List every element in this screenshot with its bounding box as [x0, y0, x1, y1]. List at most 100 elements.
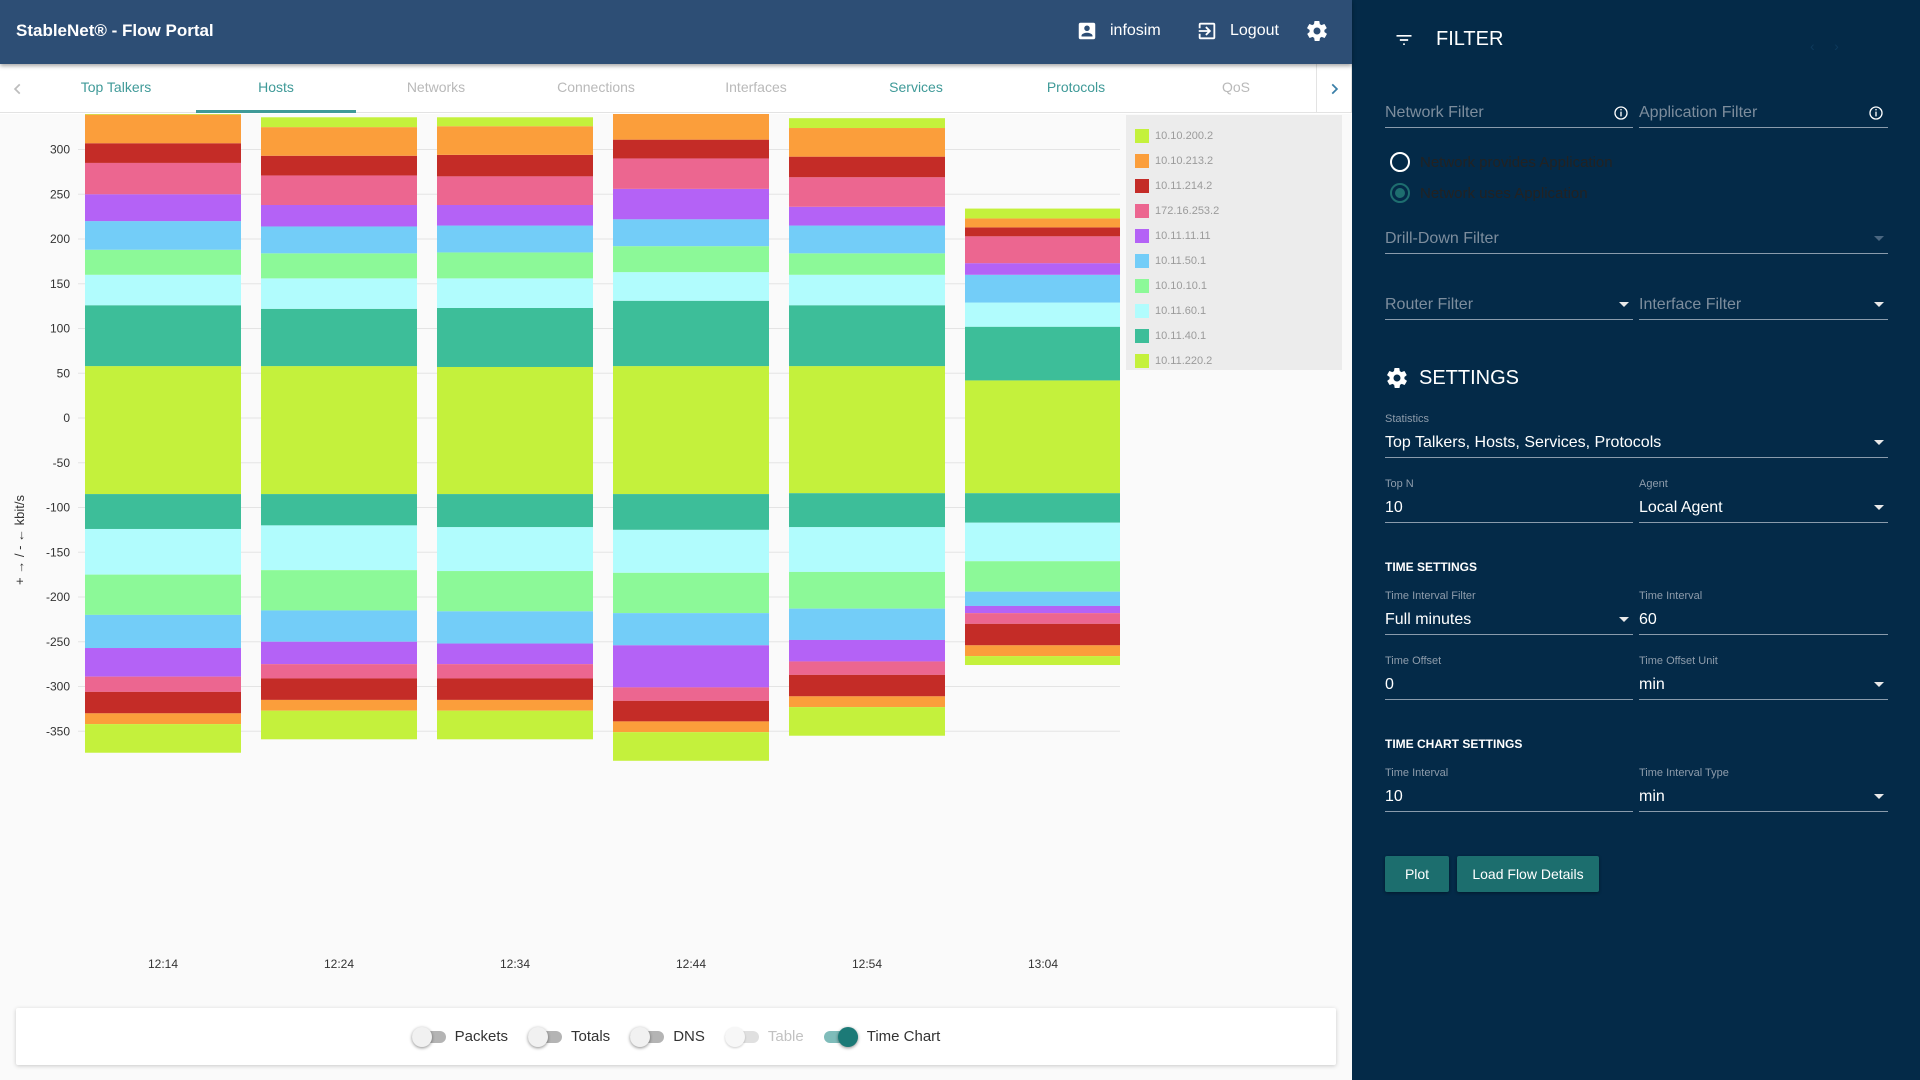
toggle-totals[interactable]: Totals	[528, 1026, 610, 1047]
bar-segment-outbound[interactable]	[789, 206, 945, 226]
bar-segment-inbound[interactable]	[613, 572, 769, 614]
bar-segment-inbound[interactable]	[437, 527, 593, 572]
legend-item[interactable]: 10.11.214.2	[1135, 173, 1342, 198]
bar-segment-outbound[interactable]	[437, 154, 593, 177]
bar-segment-inbound[interactable]	[613, 494, 769, 530]
bar-segment-outbound[interactable]	[789, 225, 945, 254]
bar-segment-inbound[interactable]	[437, 494, 593, 528]
bar-segment-inbound[interactable]	[85, 691, 241, 714]
bar-segment-inbound[interactable]	[613, 529, 769, 573]
bar-segment-inbound[interactable]	[261, 494, 417, 526]
bar-segment-outbound[interactable]	[965, 236, 1120, 264]
bar-segment-outbound[interactable]	[789, 366, 945, 418]
bar-segment-inbound[interactable]	[613, 700, 769, 722]
legend-item[interactable]: 10.11.40.1	[1135, 323, 1342, 348]
bar-segment-outbound[interactable]	[613, 219, 769, 247]
bar-segment-inbound[interactable]	[613, 645, 769, 688]
legend-item[interactable]: 10.10.10.1	[1135, 273, 1342, 298]
bar-segment-outbound[interactable]	[85, 162, 241, 195]
router-filter-select[interactable]: Router Filter	[1385, 276, 1633, 320]
bar-segment-outbound[interactable]	[437, 117, 593, 127]
bar-segment-inbound[interactable]	[789, 639, 945, 662]
bar-segment-inbound[interactable]	[789, 661, 945, 675]
legend-item[interactable]: 10.11.50.1	[1135, 248, 1342, 273]
bar-segment-outbound[interactable]	[789, 274, 945, 306]
bar-segment-inbound[interactable]	[965, 613, 1120, 624]
legend-item[interactable]: 10.10.213.2	[1135, 148, 1342, 173]
bar-segment-outbound[interactable]	[965, 263, 1120, 275]
bar-segment-outbound[interactable]	[965, 326, 1120, 381]
tab-interfaces[interactable]: Interfaces	[725, 79, 787, 95]
bar-segment-inbound[interactable]	[437, 611, 593, 644]
legend-item[interactable]: 10.11.220.2	[1135, 348, 1342, 373]
logout-button[interactable]: Logout	[1196, 0, 1279, 62]
bar-segment-inbound[interactable]	[789, 418, 945, 494]
toggle-dns[interactable]: DNS	[630, 1026, 705, 1047]
bar-segment-outbound[interactable]	[437, 126, 593, 155]
bar-segment-inbound[interactable]	[85, 418, 241, 495]
legend-item[interactable]: 10.10.200.2	[1135, 123, 1342, 148]
bar-segment-inbound[interactable]	[613, 721, 769, 733]
settings-button[interactable]	[1305, 0, 1341, 62]
tab-connections[interactable]: Connections	[557, 79, 635, 95]
bar-segment-inbound[interactable]	[965, 645, 1120, 657]
info-icon[interactable]	[1613, 105, 1629, 121]
bar-segment-outbound[interactable]	[789, 177, 945, 207]
chart-time-interval-type-select[interactable]: Time Interval Type min	[1639, 767, 1888, 812]
bar-segment-inbound[interactable]	[261, 710, 417, 740]
bar-segment-outbound[interactable]	[437, 278, 593, 308]
top-n-field[interactable]: Top N 10	[1385, 478, 1633, 523]
bar-segment-outbound[interactable]	[789, 253, 945, 275]
bar-segment-inbound[interactable]	[85, 528, 241, 575]
bar-segment-outbound[interactable]	[261, 253, 417, 279]
bar-segment-inbound[interactable]	[965, 591, 1120, 606]
radio-network-uses-application[interactable]: Network uses Application	[1390, 183, 1588, 203]
bar-segment-inbound[interactable]	[437, 699, 593, 711]
bar-segment-outbound[interactable]	[613, 114, 769, 140]
network-filter-field[interactable]: Network Filter	[1385, 84, 1633, 128]
bar-segment-outbound[interactable]	[85, 249, 241, 275]
bar-segment-outbound[interactable]	[613, 246, 769, 273]
bar-segment-outbound[interactable]	[85, 221, 241, 250]
bar-segment-outbound[interactable]	[261, 155, 417, 176]
bar-segment-inbound[interactable]	[789, 493, 945, 528]
bar-segment-outbound[interactable]	[85, 274, 241, 306]
bar-segment-outbound[interactable]	[261, 127, 417, 156]
bar-segment-inbound[interactable]	[789, 608, 945, 640]
agent-select[interactable]: Agent Local Agent	[1639, 478, 1888, 523]
tab-networks[interactable]: Networks	[406, 79, 466, 95]
tab-top-talkers[interactable]: Top Talkers	[80, 79, 152, 95]
bar-segment-inbound[interactable]	[261, 525, 417, 571]
bar-segment-outbound[interactable]	[261, 117, 417, 128]
bar-segment-inbound[interactable]	[261, 570, 417, 611]
tab-protocols[interactable]: Protocols	[1046, 79, 1106, 95]
time-interval-field[interactable]: Time Interval 60	[1639, 590, 1888, 635]
bar-segment-inbound[interactable]	[789, 571, 945, 609]
bar-segment-outbound[interactable]	[613, 188, 769, 220]
plot-button[interactable]: Plot	[1385, 856, 1449, 892]
time-offset-field[interactable]: Time Offset 0	[1385, 655, 1633, 700]
bar-segment-outbound[interactable]	[85, 194, 241, 222]
bar-segment-outbound[interactable]	[613, 139, 769, 159]
bar-segment-outbound[interactable]	[437, 225, 593, 253]
bar-segment-outbound[interactable]	[261, 226, 417, 254]
toggle-time-chart[interactable]: Time Chart	[823, 1026, 940, 1047]
tabs-scroll-left-button[interactable]	[0, 64, 36, 113]
bar-segment-inbound[interactable]	[965, 418, 1120, 494]
bar-segment-outbound[interactable]	[613, 272, 769, 301]
tabs-scroll-right-button[interactable]	[1316, 64, 1352, 113]
bar-segment-inbound[interactable]	[261, 678, 417, 700]
load-flow-details-button[interactable]: Load Flow Details	[1457, 856, 1599, 892]
bar-segment-outbound[interactable]	[613, 366, 769, 418]
bar-segment-outbound[interactable]	[789, 156, 945, 178]
bar-segment-inbound[interactable]	[613, 687, 769, 701]
bar-segment-inbound[interactable]	[261, 641, 417, 665]
application-filter-field[interactable]: Application Filter	[1639, 84, 1888, 128]
bar-segment-inbound[interactable]	[85, 494, 241, 529]
tab-hosts[interactable]: Hosts	[196, 64, 356, 113]
bar-segment-outbound[interactable]	[261, 278, 417, 309]
bar-segment-inbound[interactable]	[261, 610, 417, 642]
bar-segment-outbound[interactable]	[965, 218, 1120, 228]
bar-segment-outbound[interactable]	[85, 305, 241, 367]
radio-network-provides-application[interactable]: Network provides Application	[1390, 152, 1613, 172]
